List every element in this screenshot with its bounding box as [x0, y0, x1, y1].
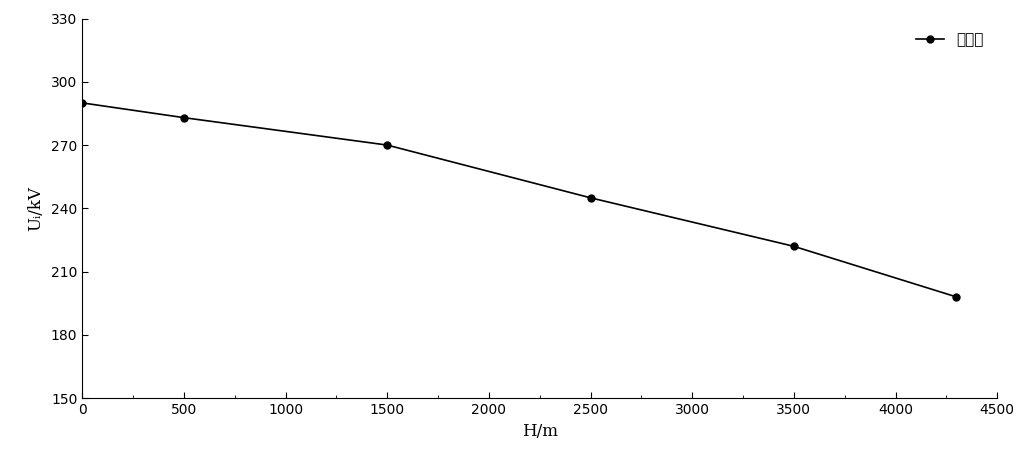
Legend: 间隔棒: 间隔棒 — [910, 26, 990, 53]
Y-axis label: Uᵢ/kV: Uᵢ/kV — [27, 186, 44, 231]
间隔棒 — [76, 100, 88, 106]
间隔棒 — [178, 115, 190, 120]
间隔棒 — [584, 195, 596, 200]
间隔棒 — [950, 294, 962, 300]
间隔棒 — [381, 142, 394, 148]
X-axis label: H/m: H/m — [521, 423, 558, 439]
Line: 间隔棒: 间隔棒 — [79, 100, 960, 300]
间隔棒 — [787, 244, 800, 249]
